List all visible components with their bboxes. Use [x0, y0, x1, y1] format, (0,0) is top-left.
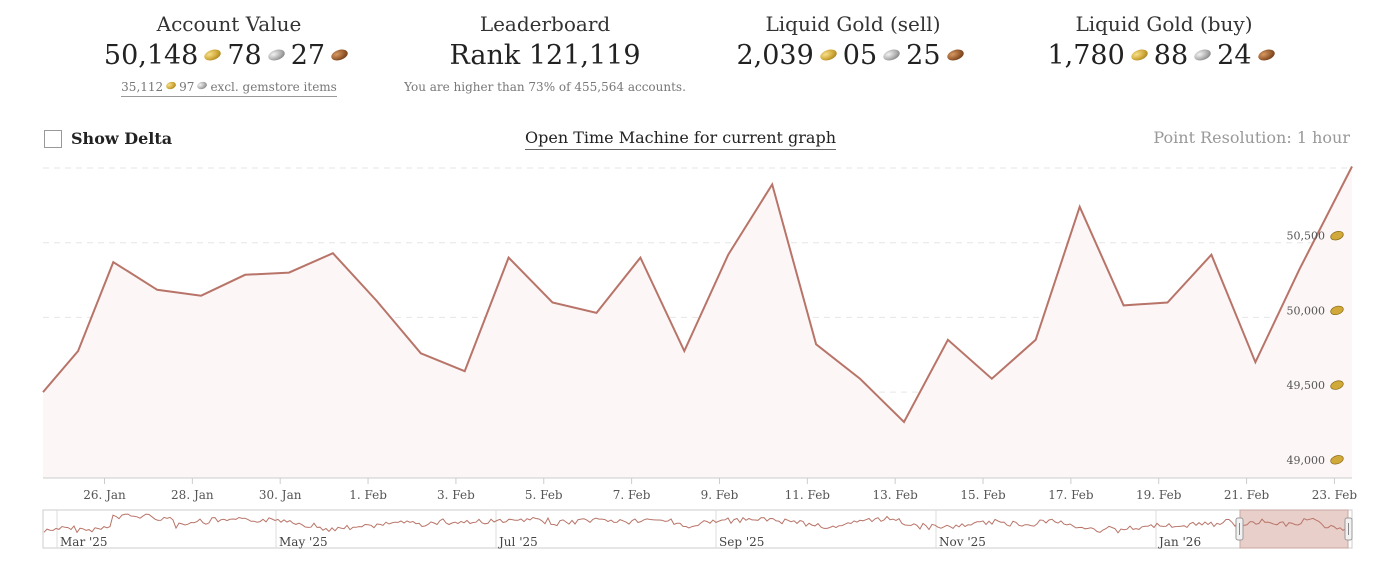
x-tick-label: 23. Feb: [1312, 488, 1358, 502]
account-value-silver: 78: [227, 40, 262, 71]
silver-coin-icon: [882, 47, 902, 62]
liquid-gold-sell-title: Liquid Gold (sell): [765, 12, 941, 36]
navigator-label: Sep '25: [719, 535, 764, 549]
leaderboard-stat: Leaderboard Rank 121,119 You are higher …: [395, 10, 695, 96]
excl-text: excl. gemstore items: [210, 80, 337, 94]
liquid-buy-gold: 1,780: [1047, 40, 1125, 71]
copper-coin-icon: [1256, 47, 1276, 62]
gold-coin-icon: [1330, 305, 1344, 316]
y-tick-label: 49,000: [1287, 454, 1326, 467]
x-tick-label: 1. Feb: [349, 488, 387, 502]
x-tick-label: 21. Feb: [1224, 488, 1270, 502]
range-navigator[interactable]: Mar '25 May '25 Jul '25 Sep '25 Nov '25 Jan '…: [0, 508, 1400, 558]
y-tick-label: 50,500: [1287, 230, 1326, 243]
account-value-amount: 50,148 78 27: [98, 38, 360, 74]
leaderboard-title: Leaderboard: [479, 12, 611, 36]
gold-coin-icon: [818, 47, 838, 62]
copper-coin-icon: [945, 47, 965, 62]
navigator-left-handle[interactable]: [1235, 517, 1244, 541]
point-resolution-label[interactable]: Point Resolution: 1 hour: [1153, 128, 1350, 147]
liquid-gold-sell-amount: 2,039 05 25: [722, 38, 984, 74]
navigator-label: May '25: [279, 535, 328, 549]
account-value-gold: 50,148: [103, 40, 199, 71]
show-delta-toggle[interactable]: Show Delta: [44, 129, 172, 148]
x-tick-label: 9. Feb: [701, 488, 739, 502]
account-value-copper: 27: [290, 40, 326, 71]
x-tick-label: 30. Jan: [259, 488, 302, 502]
liquid-gold-buy-amount: 1,780 88 24: [1033, 38, 1295, 74]
x-tick-label: 26. Jan: [83, 488, 126, 502]
x-tick-label: 15. Feb: [960, 488, 1006, 502]
leaderboard-rank: Rank 121,119: [449, 40, 641, 71]
account-value-chart[interactable]: 26. Jan 28. Jan 30. Jan 1. Feb 3. Feb 5. Feb 7…: [0, 160, 1400, 505]
navigator-line: [43, 513, 1350, 534]
show-delta-label: Show Delta: [71, 129, 173, 148]
x-tick-label: 7. Feb: [613, 488, 651, 502]
time-machine-link[interactable]: Open Time Machine for current graph: [525, 127, 837, 150]
liquid-sell-gold: 2,039: [736, 40, 814, 71]
x-tick-label: 3. Feb: [437, 488, 475, 502]
x-tick-label: 13. Feb: [872, 488, 918, 502]
account-value-stat: Account Value 50,148 78 27 35,112 97 excl. g…: [98, 10, 360, 97]
gold-coin-icon: [203, 47, 223, 62]
navigator-label: Nov '25: [939, 535, 986, 549]
excl-silver: 97: [179, 80, 195, 94]
navigator-label: Mar '25: [60, 535, 108, 549]
liquid-sell-copper: 25: [906, 40, 941, 71]
stats-header: Account Value 50,148 78 27 35,112 97 excl. g…: [0, 0, 1400, 110]
liquid-sell-silver: 05: [842, 40, 878, 71]
silver-coin-icon: [266, 47, 286, 62]
navigator-label: Jan '26: [1157, 535, 1201, 549]
chart-line: [42, 166, 1353, 424]
gold-coin-icon: [1330, 231, 1344, 241]
liquid-buy-copper: 24: [1217, 40, 1252, 71]
y-tick-label: 50,000: [1287, 304, 1326, 317]
navigator-selection[interactable]: [1239, 509, 1349, 549]
gold-coin-icon: [165, 80, 178, 91]
copper-coin-icon: [329, 47, 350, 62]
x-tick-label: 11. Feb: [785, 488, 831, 502]
x-tick-label: 17. Feb: [1048, 488, 1094, 502]
excl-gold: 35,112: [121, 80, 164, 94]
x-tick-label: 28. Jan: [171, 488, 214, 502]
y-tick-label: 49,500: [1287, 379, 1326, 392]
silver-coin-icon: [196, 80, 209, 91]
x-tick-label: 19. Feb: [1136, 488, 1182, 502]
show-delta-checkbox[interactable]: [44, 129, 62, 148]
graph-controls: Show Delta Open Time Machine for current…: [0, 125, 1400, 155]
navigator-label: Jul '25: [497, 535, 538, 549]
navigator-right-handle[interactable]: [1344, 517, 1353, 541]
account-value-title: Account Value: [156, 12, 302, 36]
liquid-gold-buy-stat: Liquid Gold (buy) 1,780 88 24: [1033, 10, 1295, 74]
silver-coin-icon: [1193, 47, 1213, 62]
liquid-buy-silver: 88: [1153, 40, 1189, 71]
account-value-excl-gemstore[interactable]: 35,112 97 excl. gemstore items: [121, 78, 337, 97]
gold-coin-icon: [1330, 380, 1344, 390]
liquid-gold-sell-stat: Liquid Gold (sell) 2,039 05 25: [722, 10, 984, 74]
x-tick-label: 5. Feb: [525, 488, 563, 502]
gold-coin-icon: [1330, 455, 1344, 465]
gold-coin-icon: [1129, 47, 1149, 62]
leaderboard-percentile: You are higher than 73% of 455,564 accou…: [404, 80, 686, 94]
liquid-gold-buy-title: Liquid Gold (buy): [1075, 12, 1253, 36]
